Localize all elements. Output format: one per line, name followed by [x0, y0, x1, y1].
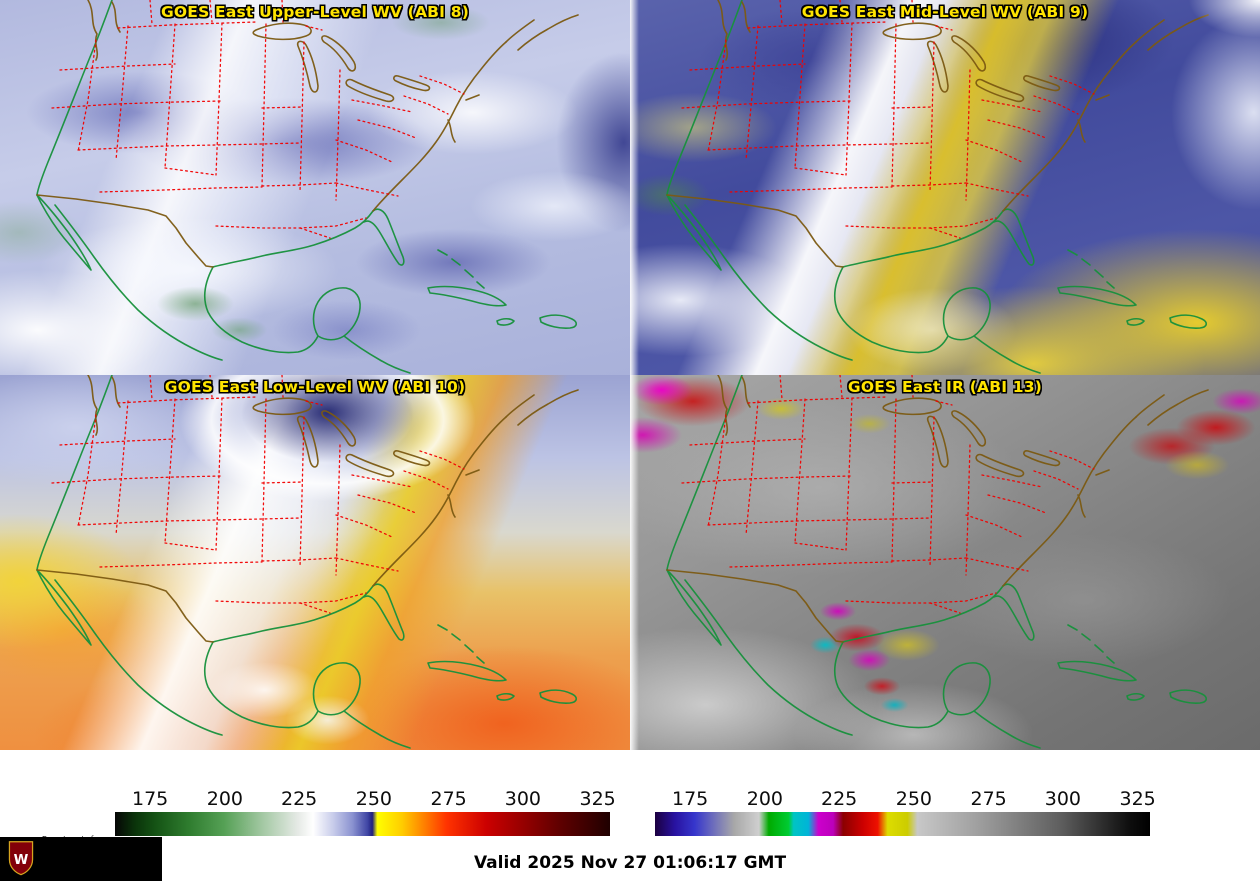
- satellite-panel-grid: GOES East Upper-Level WV (ABI 8) GOES Ea…: [0, 0, 1260, 750]
- colorbar-tick-label: 275: [430, 788, 467, 810]
- colorbar-tick-label: 300: [504, 788, 542, 810]
- panel-ir: GOES East IR (ABI 13): [630, 375, 1260, 750]
- logo-dept-line: Department of: [42, 835, 94, 844]
- footer: 175 200 225 250 275 300 325 175 200 225 250 275 300…: [0, 750, 1260, 881]
- colorbar-tick-label: 325: [579, 788, 616, 810]
- ir-colorbar-ticks: 175 200 225 250 275 300 325: [655, 784, 1156, 812]
- colorbar-tick-label: 275: [970, 788, 1007, 810]
- panel-mid-level-wv: GOES East Mid-Level WV (ABI 9): [630, 0, 1260, 375]
- ir-colorbar-gradient: [655, 812, 1150, 836]
- panel-title: GOES East Mid-Level WV (ABI 9): [801, 3, 1089, 21]
- colorbar-tick-label: 175: [672, 788, 709, 810]
- map-overlay: [630, 0, 1260, 375]
- panel-title: GOES East Upper-Level WV (ABI 8): [160, 3, 470, 21]
- colorbar-tick-label: 200: [206, 788, 244, 810]
- panel-title: GOES East IR (ABI 13): [847, 378, 1043, 396]
- colorbar-tick-label: 225: [820, 788, 858, 810]
- panel-upper-level-wv: GOES East Upper-Level WV (ABI 8): [0, 0, 630, 375]
- map-overlay: [0, 0, 630, 375]
- colorbar-tick-label: 300: [1044, 788, 1082, 810]
- uw-crest-icon: W: [5, 839, 37, 880]
- map-overlay: [630, 375, 1260, 750]
- colorbar-tick-label: 175: [132, 788, 169, 810]
- wv-colorbar-ticks: 175 200 225 250 275 300 325: [115, 784, 616, 812]
- colorbar-tick-label: 200: [746, 788, 784, 810]
- panel-low-level-wv: GOES East Low-Level WV (ABI 10): [0, 375, 630, 750]
- colorbar-tick-label: 250: [895, 788, 933, 810]
- valid-timestamp: Valid 2025 Nov 27 01:06:17 GMT: [473, 853, 787, 873]
- crest-letter: W: [14, 852, 29, 867]
- map-overlay: [0, 375, 630, 750]
- ir-colorbar: 175 200 225 250 275 300 325: [655, 784, 1156, 836]
- colorbar-tick-label: 225: [280, 788, 318, 810]
- colorbar-tick-label: 325: [1119, 788, 1156, 810]
- institution-name: Department of Atmospheric and Oceanic Sc…: [42, 835, 157, 881]
- institution-logo: W Department of Atmospheric and Oceanic …: [0, 835, 162, 881]
- wv-colorbar-gradient: [115, 812, 610, 836]
- logo-name-line-1: Atmospheric: [42, 842, 138, 859]
- wv-colorbar: 175 200 225 250 275 300 325: [115, 784, 616, 836]
- panel-title: GOES East Low-Level WV (ABI 10): [164, 378, 466, 396]
- logo-name-line-2: and Oceanic Sciences: [42, 857, 118, 881]
- colorbar-tick-label: 250: [355, 788, 393, 810]
